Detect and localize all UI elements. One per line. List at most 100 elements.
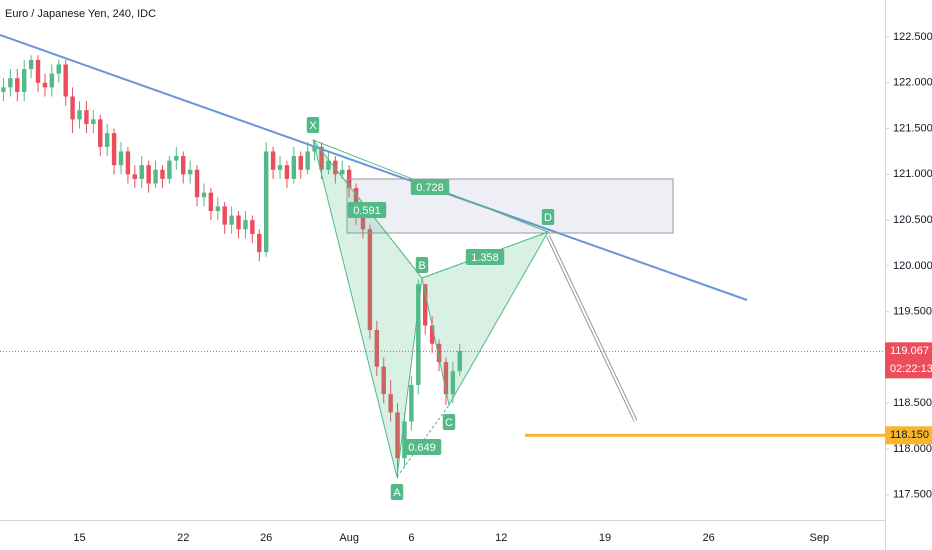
candle-body	[215, 206, 221, 211]
candle-body	[457, 351, 462, 372]
candle-body	[353, 188, 359, 216]
candle-body	[450, 371, 456, 395]
candle-body	[270, 151, 276, 170]
candle-body	[187, 169, 193, 175]
candle-body	[84, 110, 89, 124]
candle-body	[28, 59, 34, 70]
candle-body	[208, 192, 214, 211]
candle-body	[284, 165, 290, 179]
candle-body	[326, 160, 331, 170]
ratio-label-box	[402, 439, 442, 455]
trend-line	[0, 34, 748, 301]
point-label-box	[541, 209, 555, 225]
y-tick-label: 117.500	[893, 489, 932, 501]
candle-body	[409, 384, 414, 422]
point-label-box	[390, 484, 404, 500]
candle-body	[250, 220, 255, 234]
candle-body	[436, 343, 442, 363]
candle-body	[160, 169, 165, 179]
candle-body	[15, 78, 20, 92]
candle-body	[381, 366, 386, 395]
candle-body	[236, 215, 241, 230]
x-tick-label: Sep	[810, 532, 830, 544]
target-box	[885, 426, 932, 445]
candle-body	[263, 151, 269, 253]
candle-body	[118, 151, 124, 166]
candle-body	[174, 156, 179, 161]
candle-body	[395, 412, 400, 459]
candle-body	[229, 215, 234, 225]
zone-box	[346, 178, 674, 234]
x-tick-label: 26	[703, 532, 715, 544]
point-label: B	[418, 260, 425, 272]
x-tick-label: 15	[73, 532, 85, 544]
y-tick-label: 118.500	[893, 397, 932, 409]
candle-body	[374, 330, 380, 367]
x-tick-label: 26	[260, 532, 272, 544]
chart-title: Euro / Japanese Yen, 240, IDC	[5, 8, 156, 20]
candle-body	[222, 206, 227, 225]
candle-body	[319, 146, 324, 170]
y-tick-label: 122.000	[893, 77, 932, 89]
candle-body	[70, 96, 75, 120]
ratio-label: 0.728	[416, 182, 444, 194]
candle-body	[243, 220, 248, 230]
candle-body	[139, 165, 144, 179]
y-tick-label: 120.500	[893, 214, 932, 226]
candle-body	[132, 174, 138, 179]
candle-body	[181, 156, 186, 175]
candle-body	[125, 151, 131, 175]
point-label: C	[445, 417, 453, 429]
candle-body	[35, 59, 41, 83]
candle-body	[1, 87, 6, 92]
candle-body	[388, 394, 393, 413]
x-tick-label: Aug	[339, 532, 359, 544]
x-tick-label: 22	[177, 532, 189, 544]
ratio-label: 0.591	[353, 205, 381, 217]
countdown-label: 02:22:13	[890, 363, 932, 375]
pattern-labels: X A B C D 0.728 0.591 1.358 0.649	[306, 117, 555, 500]
candle-body	[42, 82, 48, 88]
candle-body	[194, 169, 200, 198]
candle-body	[277, 165, 283, 170]
candle-body	[56, 64, 61, 74]
candle-body	[312, 146, 317, 152]
y-tick-label: 121.500	[893, 122, 932, 134]
y-tick-label: 120.000	[893, 260, 932, 272]
y-tick-label: 122.500	[893, 31, 932, 43]
candle-body	[360, 215, 366, 230]
ratio-label-box	[465, 249, 505, 265]
ratio-label: 0.649	[408, 442, 436, 454]
candle-body	[21, 69, 27, 92]
candle-body	[153, 169, 158, 184]
candle-body	[305, 151, 310, 170]
candle-body	[77, 110, 82, 120]
candle-body	[104, 133, 110, 147]
candle-body	[257, 233, 262, 253]
candle-body	[443, 362, 449, 395]
candle-body	[8, 78, 13, 88]
x-tick-label: 19	[599, 532, 611, 544]
candle-body	[291, 156, 297, 179]
candle-body	[416, 284, 421, 385]
candle-body	[111, 133, 117, 166]
y-tick-label: 119.500	[893, 306, 932, 318]
ratio-label-box	[410, 179, 450, 195]
point-label-box	[415, 257, 429, 273]
ratio-label-box	[347, 202, 387, 218]
candle-body	[298, 156, 303, 170]
candle-body	[429, 325, 435, 344]
point-label-box	[442, 414, 456, 430]
candle-body	[423, 284, 428, 326]
candle-body	[98, 119, 103, 147]
point-label: A	[393, 487, 401, 499]
target-label: 118.150	[890, 429, 929, 441]
candle-body	[91, 119, 96, 124]
x-tick-label: 12	[495, 532, 507, 544]
point-label: X	[309, 120, 317, 132]
point-label: D	[544, 212, 552, 224]
candle-body	[167, 160, 172, 179]
ratio-label: 1.358	[471, 252, 499, 264]
